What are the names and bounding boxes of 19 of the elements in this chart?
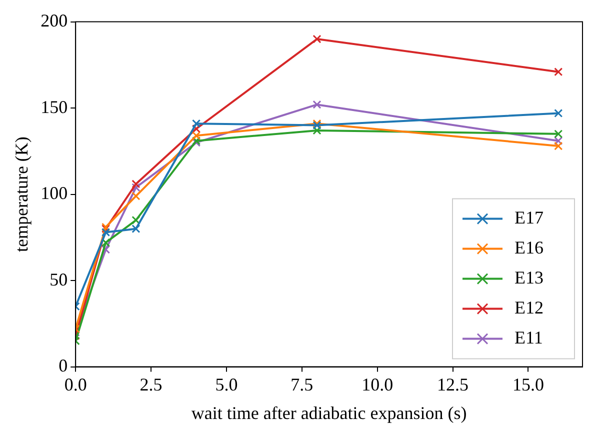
x-tick-label: 5.0 (215, 374, 238, 394)
x-tick-label: 2.5 (140, 374, 162, 394)
y-tick-label: 50 (50, 269, 68, 290)
x-tick-label: 7.5 (290, 374, 314, 394)
y-tick-label: 200 (40, 10, 68, 31)
y-tick-label: 150 (40, 96, 68, 117)
x-tick-label: 0.0 (64, 374, 87, 394)
x-tick-label: 12.5 (437, 374, 469, 394)
y-tick-label: 100 (40, 183, 68, 204)
legend-label: E17 (514, 208, 544, 228)
x-tick-label: 15.0 (512, 374, 544, 394)
legend-label: E13 (514, 268, 544, 288)
y-tick-label: 0 (58, 356, 68, 376)
y-axis-title: temperature (K) (12, 136, 32, 252)
legend-label: E16 (514, 238, 544, 258)
x-tick-label: 10.0 (362, 374, 394, 394)
legend-label: E12 (514, 298, 544, 318)
legend-label: E11 (514, 328, 543, 348)
x-axis-title: wait time after adiabatic expansion (s) (191, 402, 467, 423)
